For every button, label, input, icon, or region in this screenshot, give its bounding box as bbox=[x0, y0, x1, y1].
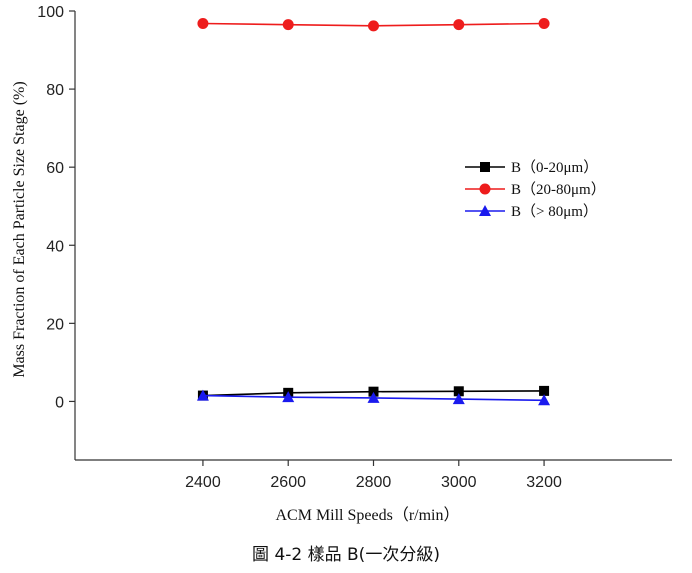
data-point bbox=[367, 391, 380, 403]
data-point bbox=[196, 389, 209, 401]
data-point bbox=[368, 386, 379, 397]
y-axis-title: Mass Fraction of Each Particle Size Stag… bbox=[11, 81, 28, 377]
figure-caption: 圖 4-2 樣品 B(一次分級) bbox=[252, 545, 440, 565]
y-tick-label: 60 bbox=[46, 160, 64, 177]
x-tick-label: 2800 bbox=[356, 474, 392, 491]
y-tick-label: 0 bbox=[55, 394, 64, 411]
data-point bbox=[197, 17, 209, 29]
y-tick-label: 80 bbox=[46, 82, 64, 99]
data-point bbox=[539, 385, 550, 396]
legend-label: B（> 80μm） bbox=[511, 203, 598, 220]
data-point bbox=[453, 386, 464, 397]
data-point bbox=[282, 19, 294, 31]
y-tick-label: 20 bbox=[46, 316, 64, 333]
y-tick-label: 40 bbox=[46, 238, 64, 255]
data-point bbox=[453, 19, 465, 31]
data-point bbox=[538, 394, 551, 406]
legend-label: B（20-80μm） bbox=[511, 181, 606, 198]
ticks: 2400 2600 2800 3000 3200 0 20 40 60 80 100 bbox=[37, 4, 562, 491]
series-circle bbox=[197, 17, 550, 32]
legend: B（0-20μm） B（20-80μm） B（> 80μm） bbox=[465, 159, 606, 220]
data-point bbox=[282, 391, 295, 403]
legend-marker bbox=[479, 205, 491, 216]
data-point bbox=[368, 20, 379, 32]
x-tick-label: 3200 bbox=[526, 474, 562, 491]
line-chart: 2400 2600 2800 3000 3200 0 20 40 60 80 100 B（0-20μ… bbox=[11, 4, 672, 524]
x-tick-label: 3000 bbox=[441, 474, 477, 491]
legend-marker bbox=[479, 183, 491, 195]
data-point bbox=[538, 17, 550, 29]
series-triangle bbox=[196, 389, 551, 406]
legend-label: B（0-20μm） bbox=[511, 159, 598, 176]
series-group bbox=[196, 17, 551, 406]
x-axis-title: ACM Mill Speeds（r/min） bbox=[275, 506, 459, 524]
x-tick-label: 2600 bbox=[270, 474, 306, 491]
legend-marker bbox=[480, 162, 490, 172]
data-point bbox=[452, 393, 465, 405]
x-tick-label: 2400 bbox=[185, 474, 221, 491]
y-tick-label: 100 bbox=[37, 4, 64, 21]
